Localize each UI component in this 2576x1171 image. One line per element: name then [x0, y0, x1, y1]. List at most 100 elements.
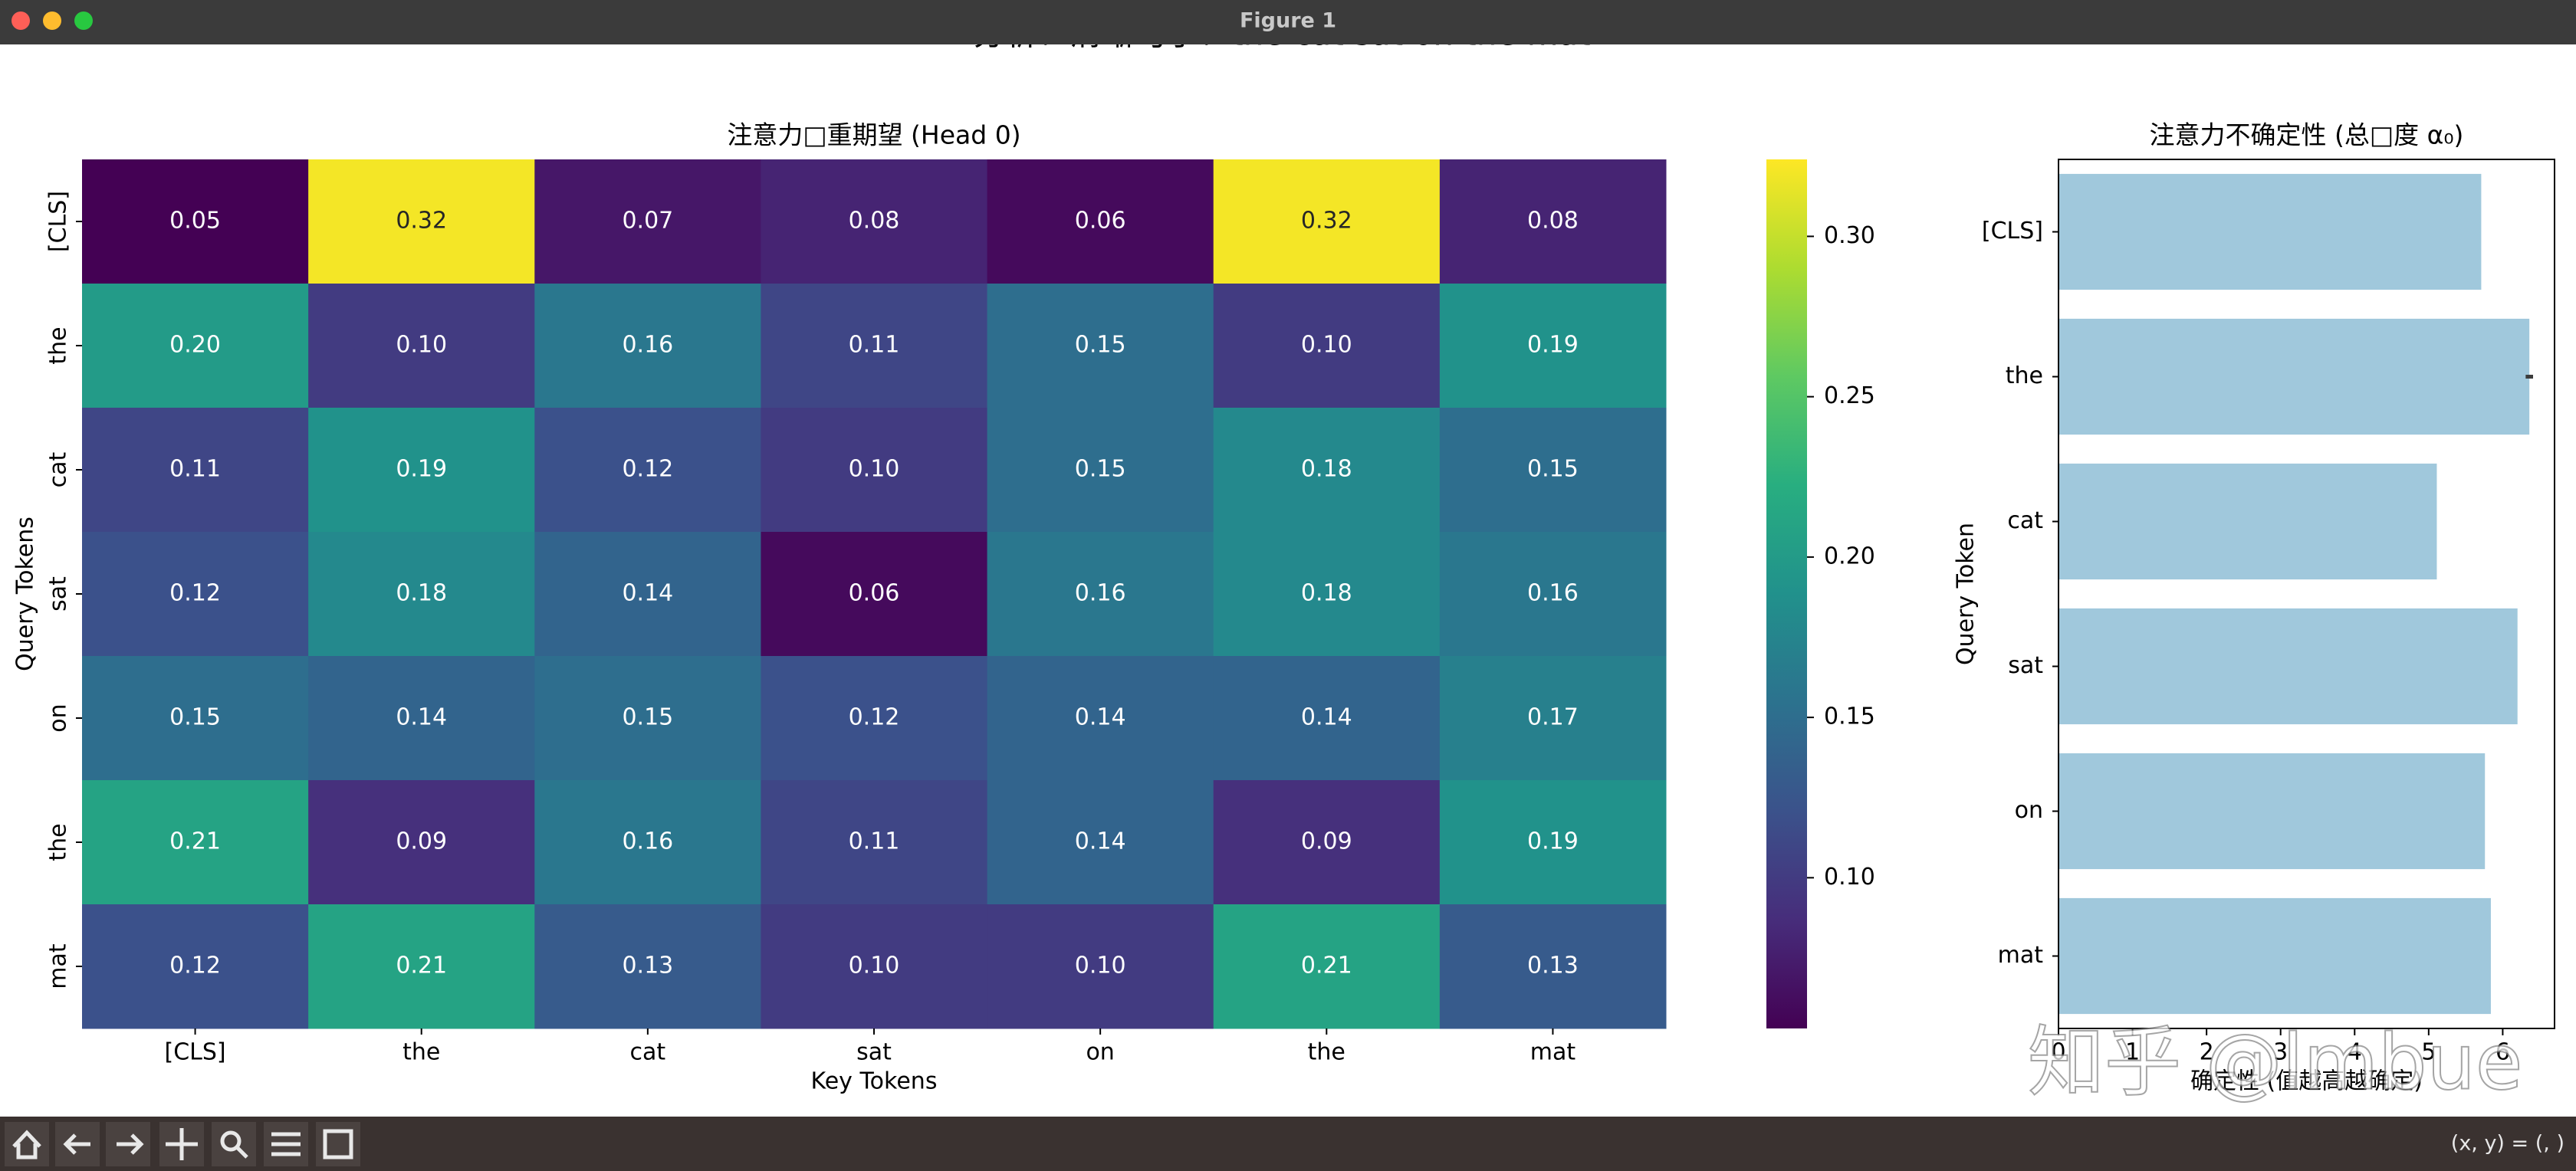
y-tick-label: the — [45, 823, 72, 861]
y-tick-label: cat — [45, 451, 72, 487]
x-tick-label: cat — [630, 1039, 666, 1066]
pan-button[interactable] — [159, 1122, 204, 1166]
x-tick-label: 1 — [2125, 1039, 2140, 1066]
x-tick-label: the — [402, 1039, 440, 1066]
y-axis-label: Query Token — [1953, 523, 1980, 665]
x-tick-label: 4 — [2348, 1039, 2362, 1066]
cell-label: 0.11 — [849, 828, 900, 855]
heatmap-cell — [987, 656, 1214, 781]
y-tick-label: [CLS] — [1982, 218, 2043, 244]
heatmap-cell — [761, 904, 988, 1029]
heatmap-cell — [1213, 656, 1441, 781]
cell-label: 0.15 — [169, 704, 221, 731]
cell-label: 0.15 — [1527, 456, 1579, 483]
bar — [2058, 463, 2437, 580]
cell-label: 0.10 — [849, 953, 900, 979]
cell-label: 0.14 — [1301, 704, 1352, 731]
heatmap-cell — [1439, 284, 1667, 408]
cell-label: 0.19 — [396, 456, 447, 483]
heatmap-cell — [308, 532, 535, 657]
bar — [2058, 897, 2491, 1015]
cell-label: 0.17 — [1527, 704, 1579, 731]
cell-label: 0.18 — [1301, 456, 1352, 483]
cell-label: 0.10 — [1075, 953, 1126, 979]
colorbar — [1766, 159, 1807, 1028]
cell-label: 0.21 — [1301, 953, 1352, 979]
cell-label: 0.05 — [169, 208, 221, 235]
heatmap-cell — [534, 532, 761, 657]
configure-button[interactable] — [264, 1122, 308, 1166]
axes-frame — [2058, 159, 2555, 1029]
cell-label: 0.12 — [622, 456, 673, 483]
cell-label: 0.18 — [396, 580, 447, 607]
cell-label: 0.09 — [1301, 828, 1352, 855]
zoom-button[interactable] — [74, 11, 93, 30]
heatmap-cell — [534, 780, 761, 905]
watermark: 知乎 @lmbue — [2028, 1017, 2522, 1107]
title-bar — [0, 0, 2576, 44]
heatmap-cell — [1439, 159, 1667, 284]
cell-label: 0.16 — [1527, 580, 1579, 607]
cell-label: 0.13 — [622, 953, 673, 979]
heatmap-cell — [534, 656, 761, 781]
x-tick-label: 6 — [2496, 1039, 2510, 1066]
cell-label: 0.32 — [396, 208, 447, 235]
chart-title: 注意力不确定性 (总□度 α₀) — [2150, 120, 2464, 150]
heatmap-cell — [308, 780, 535, 905]
y-tick-label: on — [2015, 797, 2043, 824]
heatmap-cell — [987, 284, 1214, 408]
cell-label: 0.32 — [1301, 208, 1352, 235]
save-button[interactable] — [316, 1122, 360, 1166]
x-axis-label: Key Tokens — [811, 1068, 938, 1095]
cell-label: 0.20 — [169, 332, 221, 359]
cell-label: 0.11 — [169, 456, 221, 483]
toolbar — [0, 1117, 2576, 1171]
bar — [2058, 753, 2486, 870]
cell-label: 0.12 — [849, 704, 900, 731]
home-button[interactable] — [5, 1122, 49, 1166]
x-tick-label: mat — [1530, 1039, 1576, 1066]
heatmap-cell — [1439, 656, 1667, 781]
heatmap-cell — [987, 408, 1214, 533]
cell-label: 0.15 — [1075, 332, 1126, 359]
heatmap-cell — [82, 780, 309, 905]
close-button[interactable] — [12, 11, 30, 30]
forward-button[interactable] — [106, 1122, 150, 1166]
x-axis-label: 确定性 (值越高越确定) — [2190, 1068, 2423, 1095]
back-button[interactable] — [55, 1122, 100, 1166]
cell-label: 0.21 — [396, 953, 447, 979]
cell-label: 0.18 — [1301, 580, 1352, 607]
y-tick-label: mat — [1998, 942, 2044, 969]
heatmap-cell — [761, 408, 988, 533]
coords-readout: (x, y) = (, ) — [2451, 1132, 2564, 1156]
heatmap-cell — [761, 532, 988, 657]
heatmap-cell — [1439, 408, 1667, 533]
bar — [2058, 608, 2518, 725]
x-tick-label: the — [1308, 1039, 1346, 1066]
heatmap-cell — [1213, 284, 1441, 408]
cell-label: 0.19 — [1527, 828, 1579, 855]
heatmap-cell — [82, 284, 309, 408]
colorbar-tick-label: 0.20 — [1824, 543, 1875, 569]
heatmap-cell — [761, 780, 988, 905]
colorbar-tick-label: 0.25 — [1824, 382, 1875, 409]
cell-label: 0.09 — [396, 828, 447, 855]
cell-label: 0.10 — [396, 332, 447, 359]
heatmap-cell — [987, 780, 1214, 905]
heatmap-cell — [308, 284, 535, 408]
heatmap-cell — [1213, 532, 1441, 657]
y-axis-label: Query Tokens — [12, 517, 39, 671]
heatmap-cell — [1213, 780, 1441, 905]
heatmap-cell — [308, 408, 535, 533]
plots: 注意力□重期望 (Head 0) 0.05 0.32 0.07 0.08 0.06 0.32… — [12, 120, 2555, 1095]
y-tick-label: cat — [2007, 507, 2043, 534]
x-tick-label: 2 — [2200, 1039, 2214, 1066]
cell-label: 0.12 — [169, 580, 221, 607]
minimize-button[interactable] — [43, 11, 61, 30]
heatmap-cell — [761, 284, 988, 408]
colorbar-tick-label: 0.15 — [1824, 704, 1875, 730]
zoom-tool-button[interactable] — [212, 1122, 256, 1166]
heatmap-cell — [82, 656, 309, 781]
